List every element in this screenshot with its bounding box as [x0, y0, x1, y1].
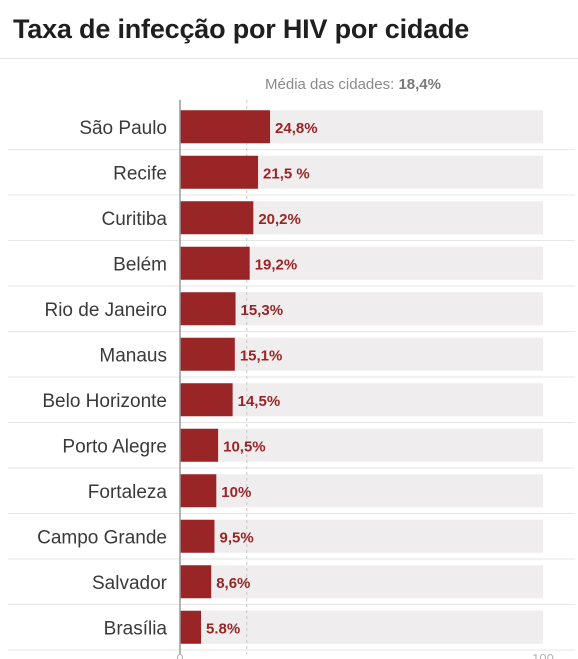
average-label: Média das cidades: 18,4%	[265, 76, 441, 93]
row-separators	[8, 149, 575, 651]
value-labels: 24,8% 21,5 % 20,2% 19,2% 15,3% 15,1% 14,5% 10,5…	[206, 120, 318, 638]
category-labels: São Paulo Recife Curitiba Belém Rio de Janei…	[37, 118, 168, 640]
bar	[180, 201, 254, 235]
bar	[180, 292, 236, 326]
bar	[180, 155, 259, 189]
bar	[180, 474, 217, 508]
category-label: Belo Horizonte	[42, 391, 167, 412]
value-label: 21,5 %	[263, 165, 310, 182]
page-title: Taxa de infecção por HIV por cidade	[13, 14, 470, 44]
bar-track	[180, 610, 543, 644]
average-value: 18,4%	[398, 76, 441, 93]
bar	[180, 428, 219, 462]
bar	[180, 246, 250, 280]
category-label: Porto Alegre	[62, 436, 167, 457]
category-label: Recife	[113, 163, 167, 184]
x-tick-label: 100	[532, 651, 554, 659]
value-label: 9,5%	[219, 529, 253, 546]
category-label: Salvador	[92, 573, 168, 594]
value-label: 24,8%	[275, 120, 318, 137]
bar	[180, 519, 215, 553]
value-label: 10%	[221, 484, 251, 501]
category-label: Rio de Janeiro	[44, 300, 167, 321]
value-label: 10,5%	[223, 438, 266, 455]
bar	[180, 337, 235, 371]
bar	[180, 110, 271, 144]
bar-track	[180, 292, 543, 326]
bar-track	[180, 565, 543, 599]
category-label: Manaus	[99, 345, 167, 366]
x-axis-ticks: 0 100	[176, 651, 553, 659]
bars	[180, 110, 271, 644]
value-label: 15,1%	[240, 347, 283, 364]
value-label: 8,6%	[216, 575, 250, 592]
category-label: Belém	[113, 254, 167, 275]
title-divider	[0, 58, 578, 59]
value-label: 14,5%	[238, 393, 281, 410]
value-label: 19,2%	[255, 256, 298, 273]
category-label: Campo Grande	[37, 527, 167, 548]
average-label-text: Média das cidades:	[265, 76, 394, 93]
x-tick-label: 0	[176, 651, 183, 659]
bar-track	[180, 519, 543, 553]
bar	[180, 565, 212, 599]
category-label: Fortaleza	[88, 482, 168, 503]
category-label: São Paulo	[79, 118, 167, 139]
value-label: 5.8%	[206, 620, 240, 637]
bar-track	[180, 428, 543, 462]
bar	[180, 610, 202, 644]
value-label: 20,2%	[258, 211, 301, 228]
value-label: 15,3%	[241, 302, 284, 319]
category-label: Brasília	[104, 618, 168, 639]
category-label: Curitiba	[102, 209, 168, 230]
bar-track	[180, 337, 543, 371]
bar-track	[180, 383, 543, 417]
bar-track	[180, 474, 543, 508]
bar	[180, 383, 233, 417]
